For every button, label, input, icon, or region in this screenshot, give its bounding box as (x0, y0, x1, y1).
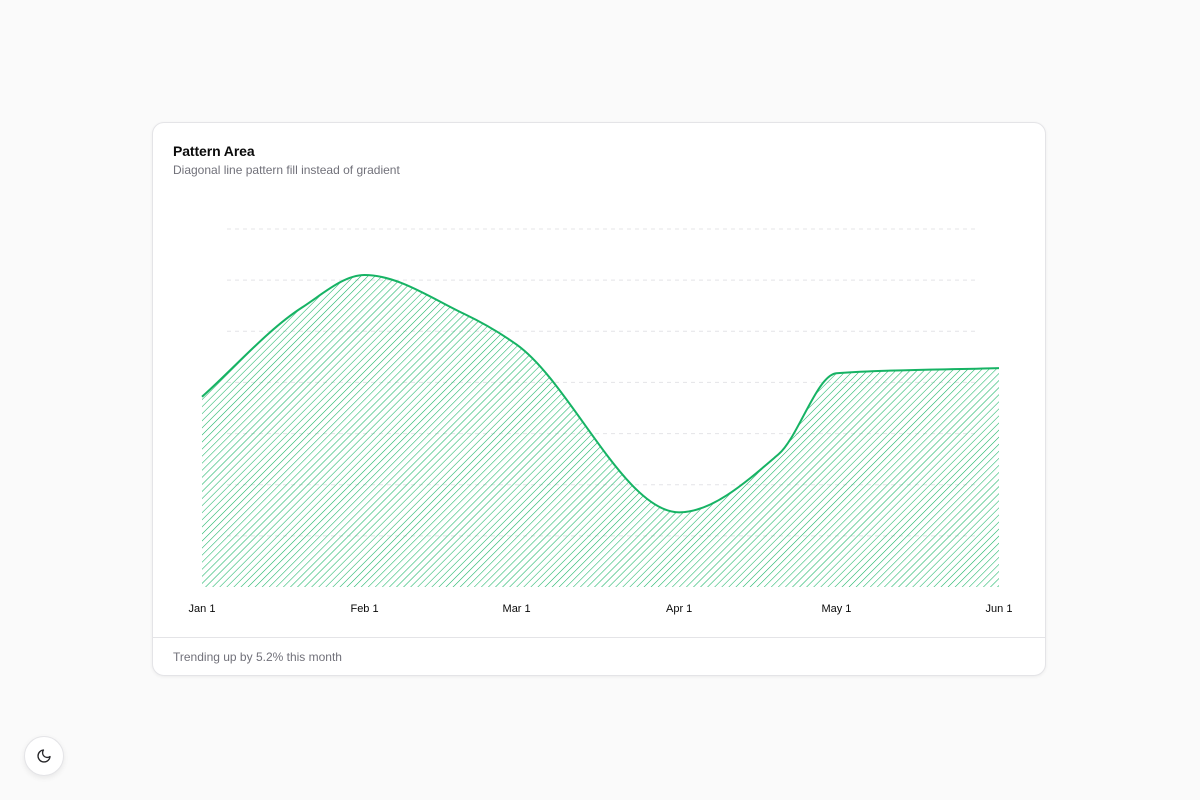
chart-subtitle: Diagonal line pattern fill instead of gr… (173, 163, 400, 177)
theme-toggle-button[interactable] (24, 736, 64, 776)
x-axis-ticks: Jan 1 Feb 1 Mar 1 Apr 1 May 1 Jun 1 (189, 603, 1013, 615)
x-tick-label: Apr 1 (666, 603, 692, 615)
x-tick-label: Jun 1 (986, 603, 1013, 615)
x-tick-label: May 1 (821, 603, 851, 615)
area-chart: Jan 1 Feb 1 Mar 1 Apr 1 May 1 Jun 1 (189, 228, 1013, 615)
x-tick-label: Mar 1 (503, 603, 531, 615)
card-header: Pattern Area Diagonal line pattern fill … (173, 141, 400, 178)
x-tick-label: Feb 1 (350, 603, 378, 615)
area-series (201, 274, 1000, 587)
card-footer: Trending up by 5.2% this month (153, 637, 1045, 675)
x-tick-label: Jan 1 (189, 603, 216, 615)
area-fill (202, 275, 999, 587)
trend-text: Trending up by 5.2% this month (173, 650, 342, 664)
chart-title: Pattern Area (173, 143, 255, 159)
chart-card: Pattern Area Diagonal line pattern fill … (152, 122, 1046, 676)
series-line (201, 274, 1000, 514)
moon-icon (37, 749, 51, 763)
